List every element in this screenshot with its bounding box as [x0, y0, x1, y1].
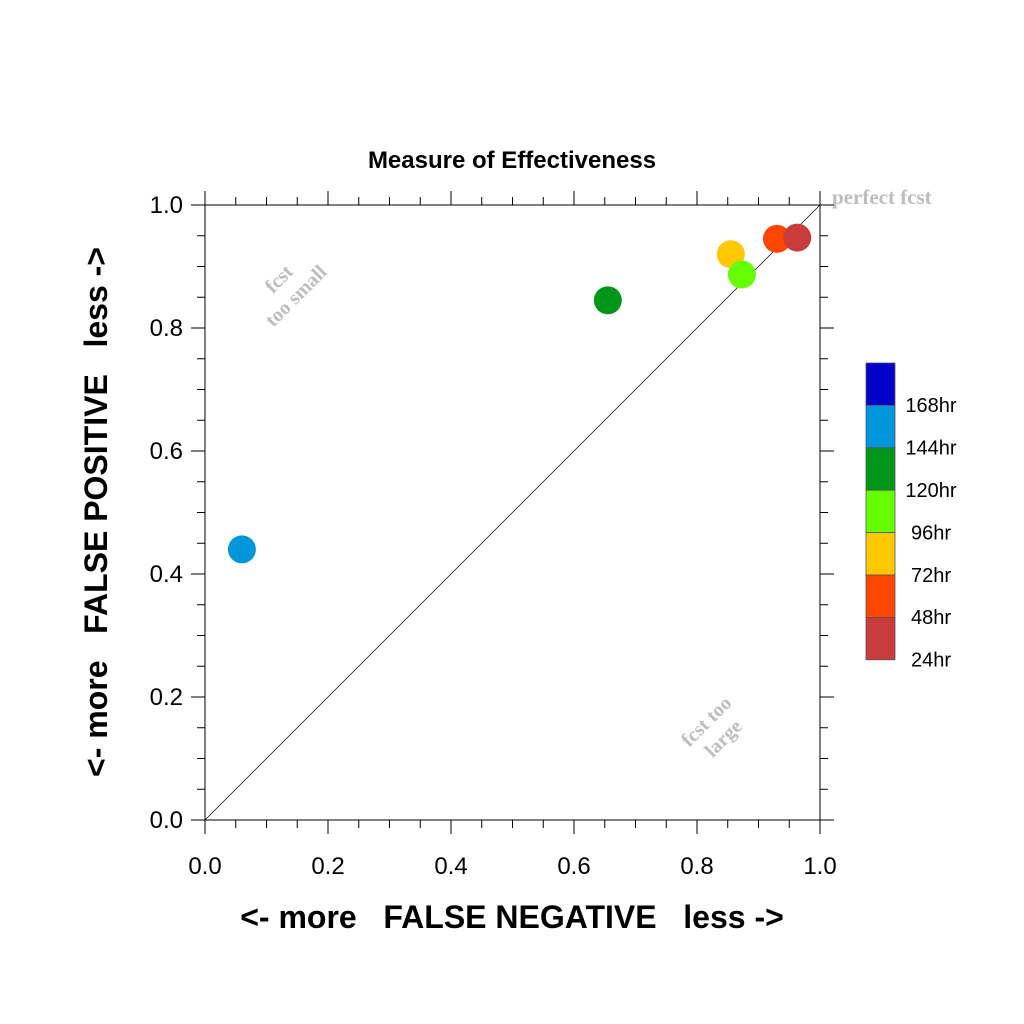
- point-144hr: [227, 535, 256, 564]
- annotation-fcst-too-small: fcst too small: [261, 261, 332, 332]
- x-tick-label: 0.6: [557, 853, 590, 880]
- data-points: [227, 223, 812, 564]
- x-tick-label: 0.8: [680, 853, 713, 880]
- legend-swatch-144hr: [865, 404, 896, 449]
- y-tick-label: 0.0: [150, 807, 183, 834]
- y-axis-label: <- more FALSE POSITIVE less ->: [78, 247, 114, 777]
- legend-swatch-120hr: [865, 447, 896, 491]
- legend-swatch-96hr: [865, 489, 896, 534]
- y-tick-label: 1.0: [150, 192, 183, 219]
- legend-label-96hr: 96hr: [911, 522, 951, 544]
- y-tick-label: 0.8: [150, 315, 183, 342]
- x-axis-ticks: [204, 191, 821, 834]
- annotation-perfect-fcst: perfect fcst: [832, 185, 932, 209]
- x-axis-tick-labels: 0.0 0.2 0.4 0.6 0.8 1.0: [188, 853, 836, 880]
- legend-label-24hr: 24hr: [911, 650, 951, 672]
- legend-label-168hr: 168hr: [905, 395, 956, 417]
- legend-swatch-24hr: [865, 617, 896, 661]
- x-tick-label: 0.4: [434, 853, 467, 880]
- y-tick-label: 0.4: [150, 561, 183, 588]
- point-120hr: [593, 286, 622, 315]
- legend-label-120hr: 120hr: [905, 480, 956, 502]
- point-24hr: [783, 223, 812, 252]
- point-48hr: [762, 224, 791, 253]
- legend-swatch-48hr: [865, 574, 896, 618]
- legend-label-72hr: 72hr: [911, 565, 951, 587]
- x-tick-label: 0.2: [311, 853, 344, 880]
- legend-swatch-72hr: [865, 532, 896, 576]
- x-tick-label: 1.0: [803, 853, 836, 880]
- y-tick-label: 0.2: [150, 684, 183, 711]
- annotation-fcst-too-large: fcst too large: [677, 692, 747, 762]
- point-96hr: [727, 260, 756, 289]
- x-axis-label: <- more FALSE NEGATIVE less ->: [240, 899, 784, 935]
- legend-label-144hr: 144hr: [905, 438, 956, 460]
- y-axis-ticks: [191, 204, 834, 821]
- legend: 168hr 144hr 120hr 96hr 72hr 48hr 24hr: [865, 362, 957, 672]
- x-tick-label: 0.0: [188, 853, 221, 880]
- y-axis-tick-labels: 0.0 0.2 0.4 0.6 0.8 1.0: [150, 192, 183, 834]
- y-tick-label: 0.6: [150, 438, 183, 465]
- diagonal-reference-line: [204, 204, 821, 821]
- chart-title: Measure of Effectiveness: [368, 147, 656, 174]
- legend-label-48hr: 48hr: [911, 607, 951, 629]
- legend-swatch-168hr: [865, 362, 896, 406]
